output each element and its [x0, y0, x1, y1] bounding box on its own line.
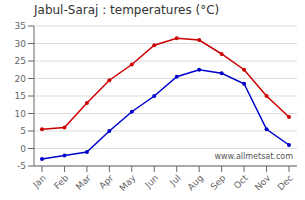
svg-text:20: 20 [15, 74, 27, 84]
svg-text:Aug: Aug [186, 173, 206, 193]
svg-text:Oct: Oct [232, 173, 250, 191]
svg-text:25: 25 [15, 56, 26, 66]
svg-text:30: 30 [15, 39, 27, 49]
svg-text:Dec: Dec [276, 173, 295, 192]
html-text:www.allmetsat.com: www.allmetsat.com [214, 152, 293, 161]
svg-text:15: 15 [15, 91, 26, 101]
svg-text:-5: -5 [17, 161, 26, 171]
svg-text:0: 0 [20, 144, 26, 154]
svg-text:Jun: Jun [142, 173, 160, 191]
svg-text:Feb: Feb [52, 173, 71, 192]
svg-text:10: 10 [15, 109, 27, 119]
svg-text:May: May [118, 172, 139, 193]
svg-text:Jan: Jan [30, 173, 48, 191]
svg-text:35: 35 [15, 21, 26, 31]
svg-text:Sep: Sep [208, 173, 227, 192]
html-text:Jabul-Saraj : temperatures (°C: Jabul-Saraj : temperatures (°C) [34, 3, 220, 17]
svg-text:Jul: Jul [167, 173, 182, 188]
svg-text:Nov: Nov [253, 172, 273, 192]
svg-text:Mar: Mar [74, 173, 93, 192]
svg-text:Apr: Apr [97, 173, 115, 191]
svg-text:5: 5 [20, 126, 26, 136]
